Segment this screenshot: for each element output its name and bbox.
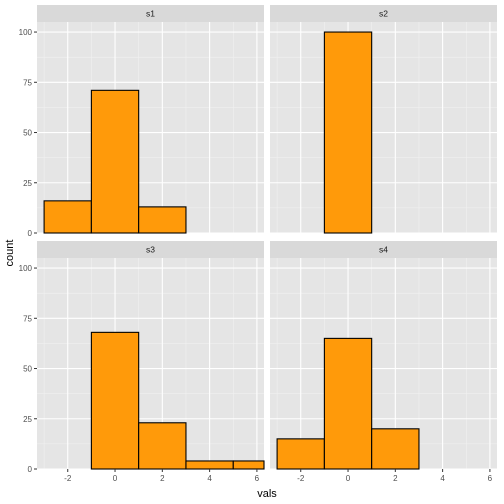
- facet-label-s3: s3: [146, 245, 155, 255]
- histogram-bar: [323, 337, 373, 470]
- facet-strip-s3: [37, 241, 264, 258]
- x-tick-label: 4: [440, 474, 445, 483]
- histogram-bar: [138, 206, 187, 234]
- x-axis-title: vals: [257, 488, 277, 500]
- y-tick-label: 100: [19, 28, 33, 37]
- x-tick-label: 0: [113, 474, 118, 483]
- x-tick-label: -2: [297, 474, 305, 483]
- y-tick-label: 100: [19, 264, 33, 273]
- y-tick-label: 25: [23, 415, 32, 424]
- x-tick-label: 0: [346, 474, 351, 483]
- x-tick-label: 6: [255, 474, 260, 483]
- x-tick-label: 6: [488, 474, 493, 483]
- y-tick-label: 75: [23, 78, 32, 87]
- histogram-bar: [90, 331, 140, 470]
- histogram-bar: [43, 200, 92, 234]
- y-tick-label: 50: [23, 365, 32, 374]
- facet-label-s1: s1: [146, 9, 155, 19]
- histogram-bar: [323, 31, 373, 234]
- x-tick-label: 2: [160, 474, 165, 483]
- facet-label-s2: s2: [379, 9, 388, 19]
- facet-strip-s4: [270, 241, 497, 258]
- y-tick-label: 75: [23, 314, 32, 323]
- facet-panel-s4: s4 -2 0 2 4 6: [270, 241, 497, 483]
- facet-strip-s1: [37, 5, 264, 22]
- panel-background-s2: [270, 22, 497, 233]
- y-tick-label: 0: [28, 229, 33, 238]
- x-tick-label: 2: [393, 474, 398, 483]
- y-tick-label: 50: [23, 129, 32, 138]
- facet-panels: s1 0 25 50 75 100 s2 s3 0 25 50 75 100 -2 0 2 4 6 s4 -2 0 2 4 6: [19, 5, 497, 483]
- histogram-bar: [185, 460, 234, 470]
- facet-panel-s3: s3 0 25 50 75 100 -2 0 2 4 6: [19, 241, 265, 483]
- histogram-bar: [138, 422, 187, 470]
- histogram-bar: [276, 438, 325, 470]
- histogram-bar: [371, 428, 420, 470]
- y-tick-label: 25: [23, 179, 32, 188]
- facet-panel-s1: s1 0 25 50 75 100: [19, 5, 264, 238]
- histogram-bar: [90, 89, 140, 234]
- x-tick-label: -2: [64, 474, 72, 483]
- facet-panel-s2: s2: [270, 5, 497, 234]
- y-tick-label: 0: [28, 465, 33, 474]
- x-tick-label: 4: [207, 474, 212, 483]
- facet-strip-s2: [270, 5, 497, 22]
- facet-label-s4: s4: [379, 245, 388, 255]
- histogram-bar: [232, 460, 265, 470]
- y-axis-title: count: [4, 240, 16, 267]
